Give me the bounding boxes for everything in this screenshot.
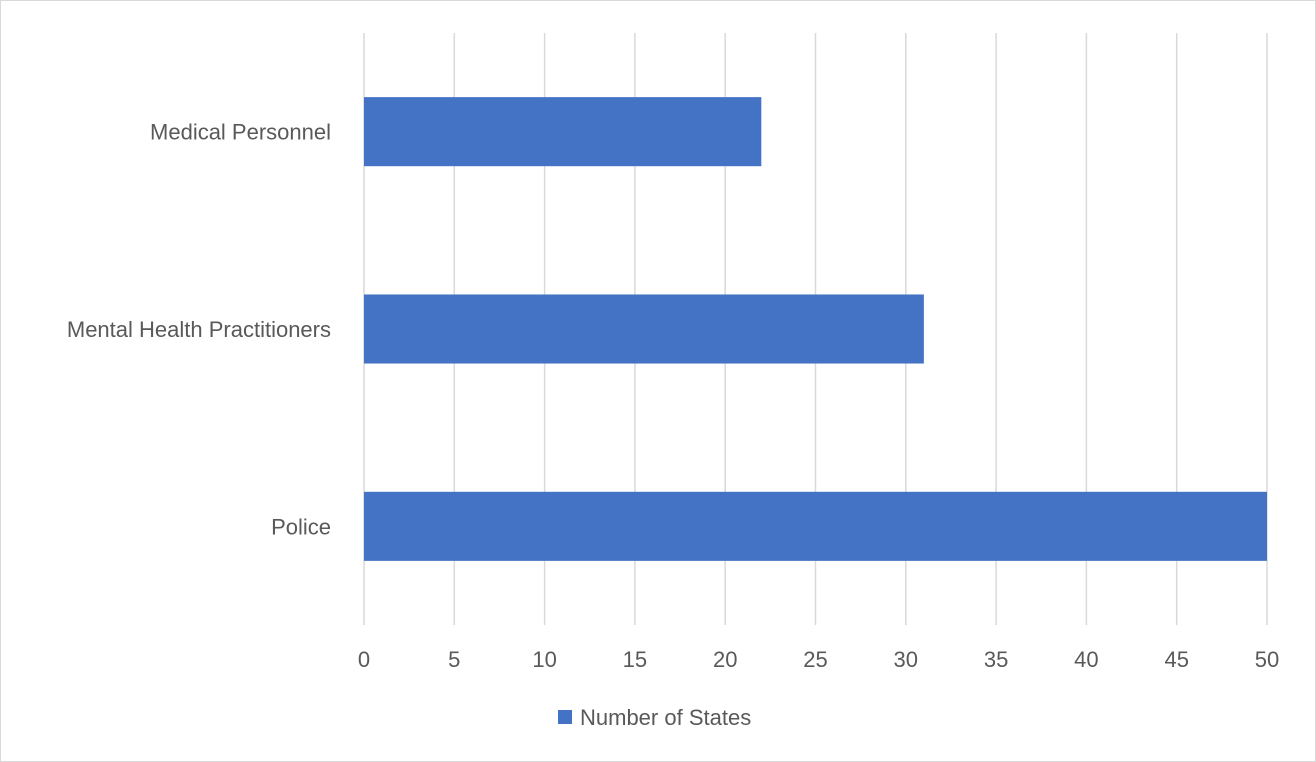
x-tick-label: 30	[894, 647, 918, 672]
x-tick-label: 5	[448, 647, 460, 672]
bar-mental-health-practitioners	[364, 294, 924, 364]
legend-label: Number of States	[580, 705, 751, 730]
category-label: Police	[271, 514, 331, 539]
x-tick-label: 15	[623, 647, 647, 672]
category-label: Medical Personnel	[150, 120, 331, 145]
x-tick-label: 10	[532, 647, 556, 672]
bars	[364, 97, 1267, 561]
bar-medical-personnel	[364, 97, 762, 167]
x-tick-label: 40	[1074, 647, 1098, 672]
x-tick-labels: 0 5 10 15 20 25 30 35 40 45 50	[358, 647, 1279, 672]
x-tick-label: 45	[1164, 647, 1188, 672]
x-tick-label: 20	[713, 647, 737, 672]
category-label: Mental Health Practitioners	[67, 317, 331, 342]
category-labels: Medical Personnel Mental Health Practitio…	[67, 120, 331, 540]
bar-police	[364, 491, 1267, 561]
x-tick-label: 50	[1255, 647, 1279, 672]
legend-swatch	[558, 710, 572, 724]
x-tick-label: 25	[803, 647, 827, 672]
x-tick-label: 35	[984, 647, 1008, 672]
legend: Number of States	[558, 705, 751, 730]
x-tick-label: 0	[358, 647, 370, 672]
